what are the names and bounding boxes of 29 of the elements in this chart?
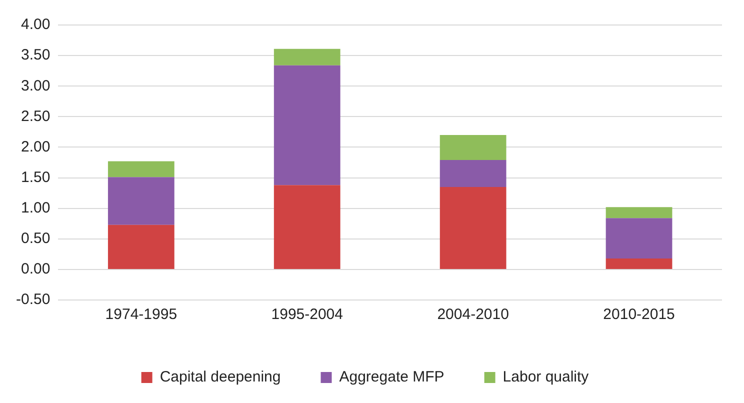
bar [274,65,340,186]
bar [440,135,506,160]
y-tick-label: 1.00 [20,199,50,216]
bar [606,218,672,258]
legend-label: Aggregate MFP [339,368,444,386]
y-tick-label: 2.50 [20,108,50,125]
y-tick-label: 0.50 [20,230,50,248]
bar [440,186,506,269]
x-tick-label: 2010-2015 [603,306,675,324]
y-tick-label: 3.00 [20,77,50,94]
y-tick-label: 3.50 [20,46,50,64]
bar [606,258,672,269]
bar [108,177,174,225]
bar [440,160,506,187]
y-tick-label: -0.50 [16,291,50,308]
bar [606,207,672,218]
bar [274,185,340,269]
y-tick-label: 0.00 [20,260,50,278]
bar [274,48,340,66]
legend-label: Capital deepening [160,368,281,386]
y-tick-label: 1.50 [20,168,50,186]
x-tick-label: 1974-1995 [105,306,178,324]
legend-label: Labor quality [502,368,590,386]
bar [108,224,174,269]
y-tick-label: 4.00 [20,16,50,34]
x-tick-label: 2004-2010 [437,306,509,324]
bar [108,161,174,178]
y-tick-label: 2.00 [20,138,50,156]
x-tick-label: 1995-2004 [271,306,343,324]
